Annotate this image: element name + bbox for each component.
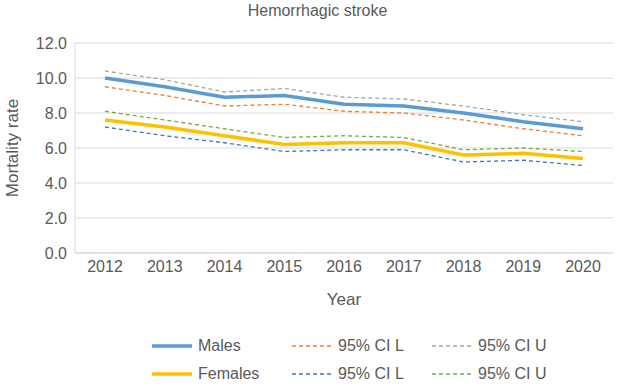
svg-text:6.0: 6.0 [45, 140, 67, 157]
html-text:95% CI U: 95% CI U [478, 365, 547, 382]
svg-text:2013: 2013 [147, 258, 183, 275]
html-text:95% CI L: 95% CI L [338, 337, 404, 354]
svg-text:0.0: 0.0 [45, 245, 67, 262]
svg-text:10.0: 10.0 [36, 70, 67, 87]
svg-text:2.0: 2.0 [45, 210, 67, 227]
svg-text:2019: 2019 [505, 258, 541, 275]
svg-text:Year: Year [327, 290, 362, 309]
html-text:95% CI L: 95% CI L [338, 365, 404, 382]
html-text:95% CI U: 95% CI U [478, 337, 547, 354]
svg-text:2015: 2015 [266, 258, 302, 275]
svg-text:2012: 2012 [87, 258, 123, 275]
svg-text:2017: 2017 [386, 258, 422, 275]
svg-text:2020: 2020 [565, 258, 601, 275]
svg-text:4.0: 4.0 [45, 175, 67, 192]
svg-text:12.0: 12.0 [36, 35, 67, 52]
svg-text:2014: 2014 [207, 258, 243, 275]
html-text:Males: Males [198, 337, 241, 354]
svg-text:2018: 2018 [446, 258, 482, 275]
svg-text:2016: 2016 [326, 258, 362, 275]
html-text:Hemorrhagic stroke: Hemorrhagic stroke [247, 2, 388, 19]
html-text:Females: Females [198, 365, 260, 382]
svg-text:Mortality rate: Mortality rate [8, 99, 22, 197]
svg-text:8.0: 8.0 [45, 105, 67, 122]
